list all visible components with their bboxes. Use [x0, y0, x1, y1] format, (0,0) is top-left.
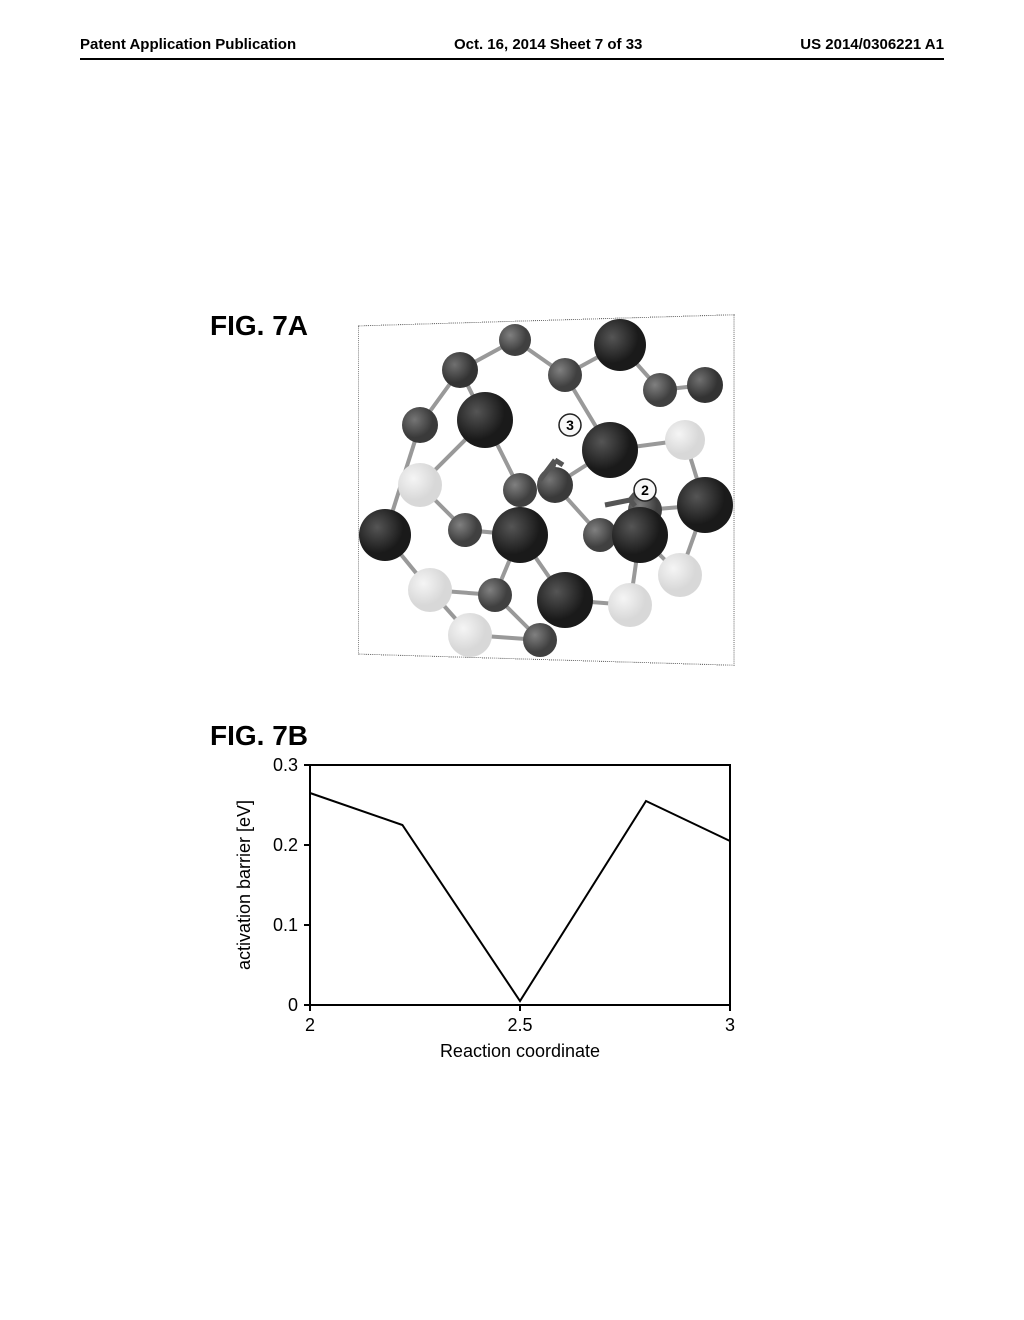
header-left: Patent Application Publication — [80, 36, 296, 53]
svg-text:activation barrier [eV]: activation barrier [eV] — [234, 800, 254, 970]
fig7b-label: FIG. 7B — [210, 720, 308, 752]
svg-text:0: 0 — [288, 995, 298, 1015]
svg-text:2: 2 — [305, 1015, 315, 1035]
fig7a-label: FIG. 7A — [210, 310, 308, 342]
svg-text:3: 3 — [725, 1015, 735, 1035]
molecule-svg: 32 — [340, 310, 760, 680]
header-divider — [80, 58, 944, 60]
svg-text:0.3: 0.3 — [273, 755, 298, 775]
svg-text:2: 2 — [641, 482, 649, 498]
activation-barrier-chart: 0 0.1 0.2 0.3 2 2.5 3 activation barrier [eV] Re… — [230, 755, 750, 1075]
molecule-diagram: 32 — [340, 310, 760, 680]
svg-text:3: 3 — [566, 417, 574, 433]
svg-text:Reaction coordinate: Reaction coordinate — [440, 1041, 600, 1061]
svg-text:0.1: 0.1 — [273, 915, 298, 935]
header-center: Oct. 16, 2014 Sheet 7 of 33 — [454, 36, 642, 53]
chart-svg: 0 0.1 0.2 0.3 2 2.5 3 activation barrier [eV] Re… — [230, 755, 750, 1075]
svg-text:2.5: 2.5 — [507, 1015, 532, 1035]
svg-text:0.2: 0.2 — [273, 835, 298, 855]
header-right: US 2014/0306221 A1 — [800, 36, 944, 53]
